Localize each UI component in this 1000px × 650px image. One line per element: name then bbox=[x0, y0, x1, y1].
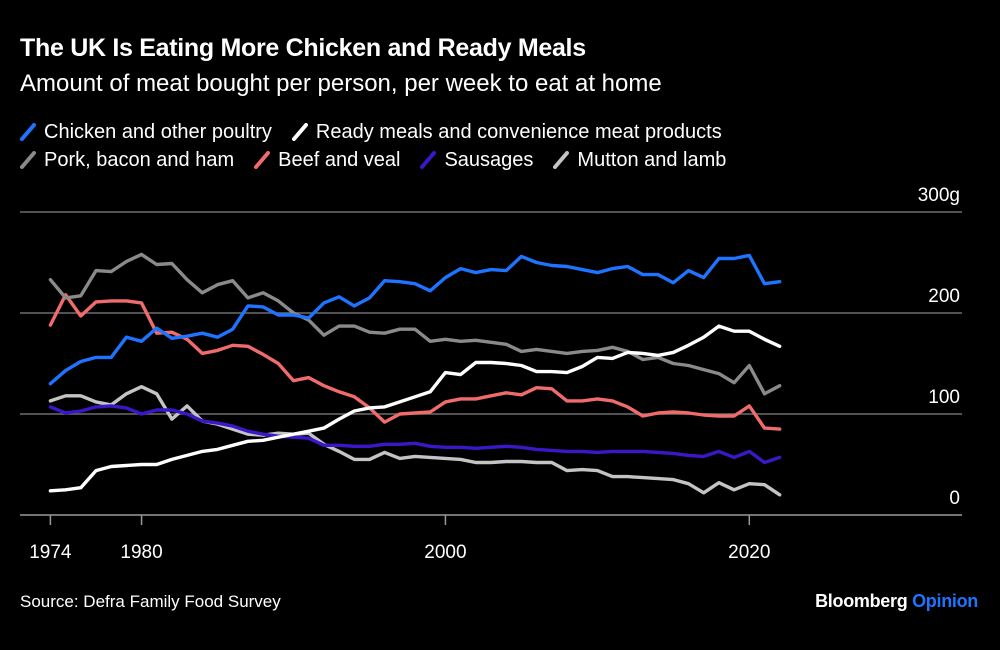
x-tick-label: 2020 bbox=[728, 542, 770, 563]
series-line-sausages bbox=[48, 404, 782, 465]
legend-row-2: Pork, bacon and ham Beef and veal Sausag… bbox=[20, 146, 980, 174]
legend-row-1: Chicken and other poultry Ready meals an… bbox=[20, 118, 980, 146]
legend-item-sausages: Sausages bbox=[420, 146, 533, 174]
series-line-pork bbox=[48, 252, 782, 396]
x-tick-label: 1980 bbox=[120, 542, 162, 563]
series-line-mutton bbox=[48, 385, 782, 497]
series-line-beef bbox=[48, 293, 782, 431]
bloomberg-opinion-logo: Bloomberg Opinion bbox=[815, 591, 978, 612]
brand-name: Bloomberg bbox=[815, 591, 908, 611]
y-tick-label: 200 bbox=[928, 286, 960, 307]
legend-label-chicken: Chicken and other poultry bbox=[44, 121, 272, 143]
y-tick-label: 100 bbox=[928, 387, 960, 408]
brand-suffix: Opinion bbox=[912, 591, 978, 611]
legend-swatch-chicken bbox=[20, 123, 36, 141]
y-tick-label: 0 bbox=[949, 488, 960, 509]
legend: Chicken and other poultry Ready meals an… bbox=[20, 118, 980, 174]
legend-label-pork: Pork, bacon and ham bbox=[44, 149, 235, 171]
series-line-chicken bbox=[48, 253, 782, 386]
legend-swatch-ready-meals bbox=[291, 123, 308, 141]
x-tick-label: 2000 bbox=[424, 542, 466, 563]
y-tick-label: 300g bbox=[918, 185, 960, 206]
legend-item-chicken: Chicken and other poultry bbox=[20, 118, 272, 146]
legend-label-sausages: Sausages bbox=[444, 149, 534, 171]
legend-item-mutton: Mutton and lamb bbox=[553, 146, 726, 174]
legend-swatch-mutton bbox=[553, 151, 570, 169]
legend-item-ready-meals: Ready meals and convenience meat product… bbox=[291, 118, 722, 146]
legend-swatch-pork bbox=[20, 151, 36, 169]
series-line-ready-meals bbox=[48, 324, 782, 493]
chart-title: The UK Is Eating More Chicken and Ready … bbox=[20, 34, 586, 62]
legend-label-ready-meals: Ready meals and convenience meat product… bbox=[315, 121, 722, 143]
legend-item-pork: Pork, bacon and ham bbox=[20, 146, 234, 174]
legend-label-mutton: Mutton and lamb bbox=[577, 149, 727, 171]
legend-label-beef: Beef and veal bbox=[278, 149, 401, 171]
legend-item-beef: Beef and veal bbox=[254, 146, 400, 174]
chart-subtitle: Amount of meat bought per person, per we… bbox=[20, 70, 662, 97]
source-note: Source: Defra Family Food Survey bbox=[20, 592, 281, 611]
legend-swatch-sausages bbox=[420, 151, 437, 169]
legend-swatch-beef bbox=[254, 151, 271, 169]
x-tick-label: 1974 bbox=[29, 542, 72, 563]
